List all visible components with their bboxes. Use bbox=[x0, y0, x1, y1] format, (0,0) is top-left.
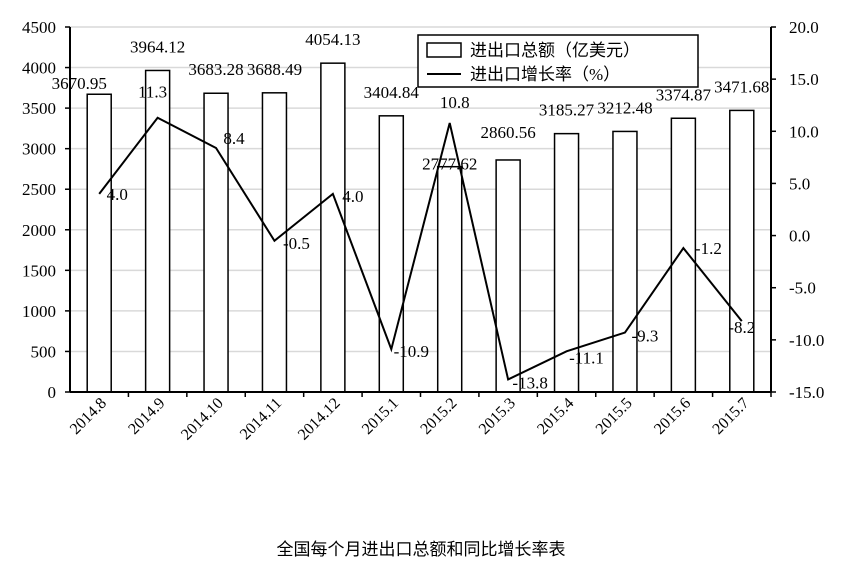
legend-bar-swatch bbox=[426, 42, 462, 58]
bar-value-label: 3374.87 bbox=[656, 85, 712, 104]
left-tick-label: 2000 bbox=[22, 221, 56, 240]
legend-line-label: 进出口增长率（%） bbox=[470, 65, 620, 84]
grid bbox=[70, 26, 771, 353]
x-tick-label: 2014.12 bbox=[295, 395, 344, 444]
bar-value-label: 3964.12 bbox=[130, 37, 185, 56]
left-tick-label: 3500 bbox=[22, 99, 56, 118]
growth-value-label: 10.8 bbox=[440, 93, 470, 112]
x-tick-label: 2015.1 bbox=[359, 395, 402, 438]
right-tick-label: -10.0 bbox=[789, 331, 824, 350]
data-labels: 3670.95 4.0 3964.12 11.3 3683.28 8.4 3688.49 -0… bbox=[52, 30, 770, 392]
x-tick-label: 2015.7 bbox=[709, 395, 752, 438]
bar bbox=[495, 159, 521, 393]
bar bbox=[670, 117, 697, 393]
bar-value-label: 2860.56 bbox=[481, 123, 536, 142]
x-tick-label: 2014.11 bbox=[237, 395, 285, 443]
growth-value-label: 4.0 bbox=[342, 187, 363, 206]
legend: 进出口总额（亿美元） 进出口增长率（%） bbox=[417, 34, 699, 88]
right-tick-label: 15.0 bbox=[789, 70, 819, 89]
left-tick-label: 1000 bbox=[22, 302, 56, 321]
left-tick-label: 0 bbox=[48, 383, 57, 402]
bar bbox=[612, 130, 638, 393]
x-tick-label: 2014.8 bbox=[67, 395, 110, 438]
x-tick-label: 2015.3 bbox=[476, 395, 519, 438]
growth-value-label: -8.2 bbox=[728, 318, 755, 337]
growth-value-label: 4.0 bbox=[107, 185, 128, 204]
x-tick-label: 2015.2 bbox=[417, 395, 460, 438]
right-tick-label: 5.0 bbox=[789, 174, 810, 193]
bar-value-label: 3471.68 bbox=[714, 77, 769, 96]
left-tick-label: 2500 bbox=[22, 180, 56, 199]
legend-bar-label: 进出口总额（亿美元） bbox=[470, 41, 640, 60]
bar-value-label: 4054.13 bbox=[305, 30, 360, 49]
x-tick-label: 2014.9 bbox=[125, 395, 168, 438]
right-tick-label: -5.0 bbox=[789, 279, 816, 298]
legend-box bbox=[417, 34, 699, 88]
chart-title: 全国每个月进出口总额和同比增长率表 bbox=[277, 540, 566, 559]
growth-value-label: -1.2 bbox=[695, 239, 722, 258]
growth-value-label: -11.1 bbox=[569, 348, 604, 367]
bar bbox=[436, 165, 463, 393]
growth-value-label: 8.4 bbox=[223, 129, 245, 148]
x-tick-label: 2015.6 bbox=[651, 395, 694, 438]
bar bbox=[86, 93, 112, 393]
bar-value-label: 3683.28 bbox=[188, 60, 243, 79]
left-tick-label: 4500 bbox=[22, 18, 56, 37]
left-tick-label: 500 bbox=[31, 342, 57, 361]
left-tick-label: 3000 bbox=[22, 140, 56, 159]
x-tick-label: 2015.4 bbox=[534, 395, 577, 438]
left-tick-label: 4000 bbox=[22, 59, 56, 78]
x-tick-label: 2015.5 bbox=[593, 395, 636, 438]
right-tick-label: 0.0 bbox=[789, 227, 810, 246]
growth-value-label: 11.3 bbox=[138, 83, 167, 102]
bar-value-label: 3670.95 bbox=[52, 74, 107, 93]
bar-value-label: 3212.48 bbox=[597, 98, 652, 117]
bar-value-label: 3185.27 bbox=[539, 101, 595, 120]
growth-polyline bbox=[98, 116, 743, 381]
right-tick-label: -15.0 bbox=[789, 383, 824, 402]
growth-value-label: -13.8 bbox=[512, 373, 547, 392]
bar bbox=[320, 62, 346, 393]
right-tick-label: 20.0 bbox=[789, 18, 819, 37]
bar-value-label: 3688.49 bbox=[247, 60, 302, 79]
x-tick-label: 2014.10 bbox=[178, 395, 227, 444]
bars bbox=[86, 62, 755, 393]
right-tick-label: 10.0 bbox=[789, 122, 819, 141]
growth-value-label: -0.5 bbox=[283, 234, 310, 253]
growth-value-label: -10.9 bbox=[394, 342, 429, 361]
left-tick-label: 1500 bbox=[22, 261, 56, 280]
growth-value-label: -9.3 bbox=[631, 327, 658, 346]
bar-value-label: 2777.62 bbox=[422, 155, 477, 174]
bar bbox=[729, 109, 755, 393]
growth-line bbox=[98, 116, 743, 381]
bar-value-label: 3404.84 bbox=[364, 83, 420, 102]
